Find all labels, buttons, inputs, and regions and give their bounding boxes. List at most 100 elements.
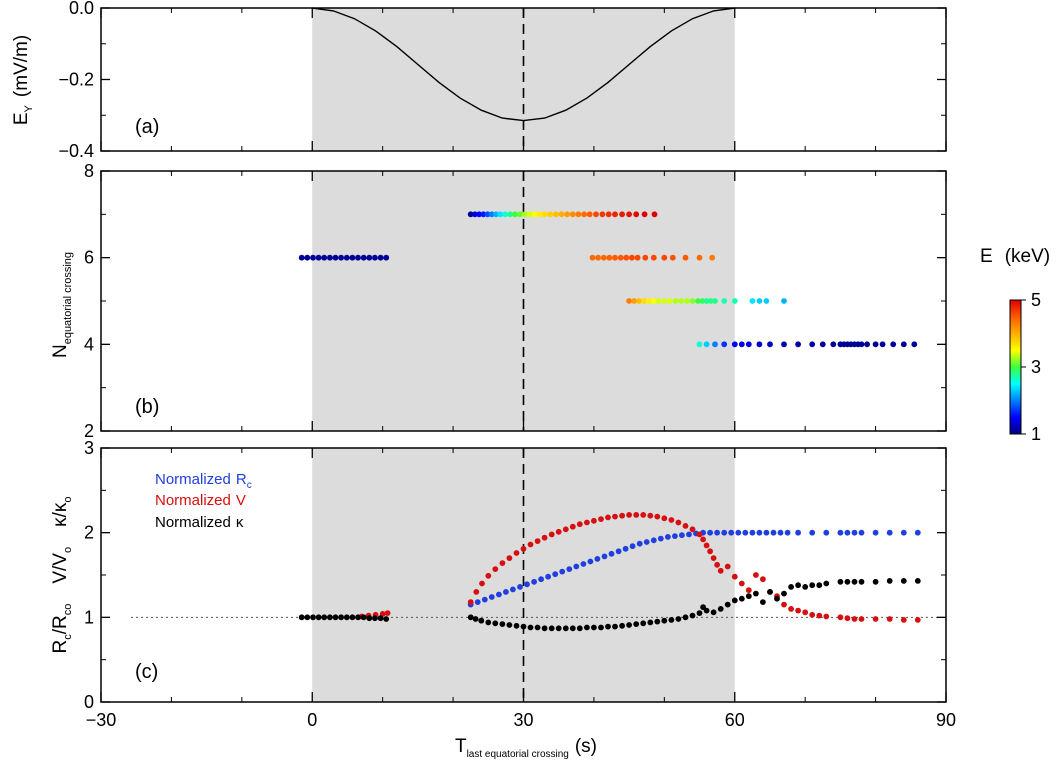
panel-c-point bbox=[724, 563, 731, 570]
panel-c-point bbox=[633, 512, 640, 518]
panel-b-point bbox=[526, 211, 533, 218]
ylabel-rc-sub: c bbox=[62, 634, 74, 640]
colorbar-title-symbol: E bbox=[980, 246, 993, 267]
panel-b-point bbox=[623, 254, 630, 261]
panel-b-point bbox=[586, 211, 593, 218]
panel-c-point bbox=[552, 571, 559, 578]
panel-b-point bbox=[531, 211, 538, 218]
panel-b-point bbox=[667, 298, 673, 304]
panel-c-point bbox=[513, 622, 520, 629]
panel-c-point bbox=[802, 584, 809, 590]
panel-c-point bbox=[576, 521, 583, 528]
panel-c-point bbox=[615, 548, 622, 555]
panel-b-point bbox=[298, 254, 305, 261]
panel-c-point bbox=[355, 614, 361, 621]
panel-c-point bbox=[594, 556, 601, 562]
panel-c-point bbox=[788, 606, 794, 612]
panel-c-point bbox=[665, 534, 671, 540]
panel-b-point bbox=[858, 341, 865, 348]
x-axis-title-sub: last equatorial crossing bbox=[467, 749, 569, 760]
panel-b-point bbox=[641, 298, 647, 304]
panel-b-point bbox=[672, 298, 679, 304]
panel-b-point bbox=[507, 211, 513, 218]
panel-c-point bbox=[753, 572, 759, 578]
panel-b-point bbox=[731, 298, 738, 304]
panel-c-ytick-label: 0 bbox=[84, 692, 94, 712]
panel-c-point bbox=[569, 625, 576, 632]
panel-b-point bbox=[310, 254, 316, 261]
panel-c-point bbox=[510, 586, 516, 593]
panel-c-point bbox=[731, 597, 738, 604]
panel-b-point bbox=[541, 211, 548, 218]
panel-c-point bbox=[668, 517, 675, 523]
legend-entry-rc-symbol: R bbox=[236, 471, 247, 488]
panel-b-point bbox=[512, 211, 518, 218]
panel-c-point bbox=[298, 614, 305, 621]
panel-c-point bbox=[562, 625, 569, 632]
panel-b-point bbox=[795, 341, 801, 348]
panel-a-ylabel-unit: (mV/m) bbox=[11, 35, 32, 97]
panel-b-point bbox=[699, 298, 706, 304]
panel-b-point bbox=[502, 211, 509, 218]
panel-b-point bbox=[655, 298, 662, 304]
panel-c-point bbox=[584, 519, 590, 526]
panel-c-point bbox=[474, 599, 481, 605]
panel-b-ylabel-sub: equatorial crossing bbox=[62, 252, 74, 344]
ylabel-kappa: κ/κ bbox=[50, 502, 71, 527]
panel-b-ytick-label: 6 bbox=[84, 248, 94, 268]
panel-c-point bbox=[823, 613, 830, 620]
ylabel-rc: R bbox=[50, 640, 71, 654]
panel-b-point bbox=[349, 254, 356, 261]
panel-c-point bbox=[315, 614, 322, 621]
panel-b-point bbox=[767, 341, 773, 348]
panel-b-point bbox=[707, 298, 714, 304]
panel-c-point bbox=[837, 614, 844, 621]
panel-b-point bbox=[581, 211, 587, 218]
panel-b-point bbox=[738, 341, 745, 348]
colorbar-gradient bbox=[1009, 299, 1022, 435]
panel-b-point bbox=[377, 254, 384, 261]
panel-c-point bbox=[731, 573, 738, 580]
panel-c-point bbox=[488, 594, 495, 600]
panel-c-point bbox=[545, 573, 551, 580]
panel-b-point bbox=[522, 211, 528, 218]
panel-c-point bbox=[520, 545, 527, 552]
panel-c-point bbox=[601, 553, 608, 560]
panel-c-point bbox=[467, 599, 474, 605]
panel-c-point bbox=[478, 617, 485, 624]
panel-b-point bbox=[619, 211, 625, 218]
panel-b-point bbox=[480, 211, 487, 218]
ylabel-rco: /R bbox=[50, 615, 71, 634]
panel-b-point bbox=[476, 211, 482, 218]
panel-c-point bbox=[343, 614, 350, 621]
panel-b-point bbox=[355, 254, 361, 261]
panel-c-point bbox=[485, 619, 492, 626]
colorbar-tick-label: 3 bbox=[1031, 357, 1041, 377]
panel-c-point bbox=[788, 584, 794, 590]
panel-a-series-line-0 bbox=[312, 7, 735, 122]
panel-b-point bbox=[497, 211, 504, 218]
x-axis-title: Tlast equatorial crossing (s) bbox=[455, 736, 597, 760]
panel-c-point bbox=[679, 532, 685, 539]
panel-c-point bbox=[696, 610, 703, 616]
panel-c-ytick-label: 3 bbox=[84, 438, 94, 458]
panel-c-point bbox=[872, 578, 879, 585]
panel-b-point bbox=[641, 211, 648, 218]
panel-c-point bbox=[710, 555, 717, 561]
panel-b-point bbox=[626, 211, 632, 218]
panel-b-point bbox=[709, 254, 716, 261]
panel-c-point bbox=[566, 566, 573, 572]
panel-c-point bbox=[760, 599, 766, 605]
panel-c-point bbox=[541, 534, 548, 541]
panel-b-point bbox=[650, 298, 657, 304]
panel-c-point bbox=[384, 610, 391, 616]
panel-c-point bbox=[767, 589, 773, 595]
panel-c-point bbox=[668, 617, 675, 623]
colorbar-title-unit: (keV) bbox=[1005, 246, 1050, 267]
panel-b-point bbox=[332, 254, 339, 261]
panel-a-ylabel-sub: Y bbox=[23, 104, 35, 112]
panel-c-point bbox=[327, 614, 333, 621]
panel-c-point bbox=[816, 582, 823, 589]
